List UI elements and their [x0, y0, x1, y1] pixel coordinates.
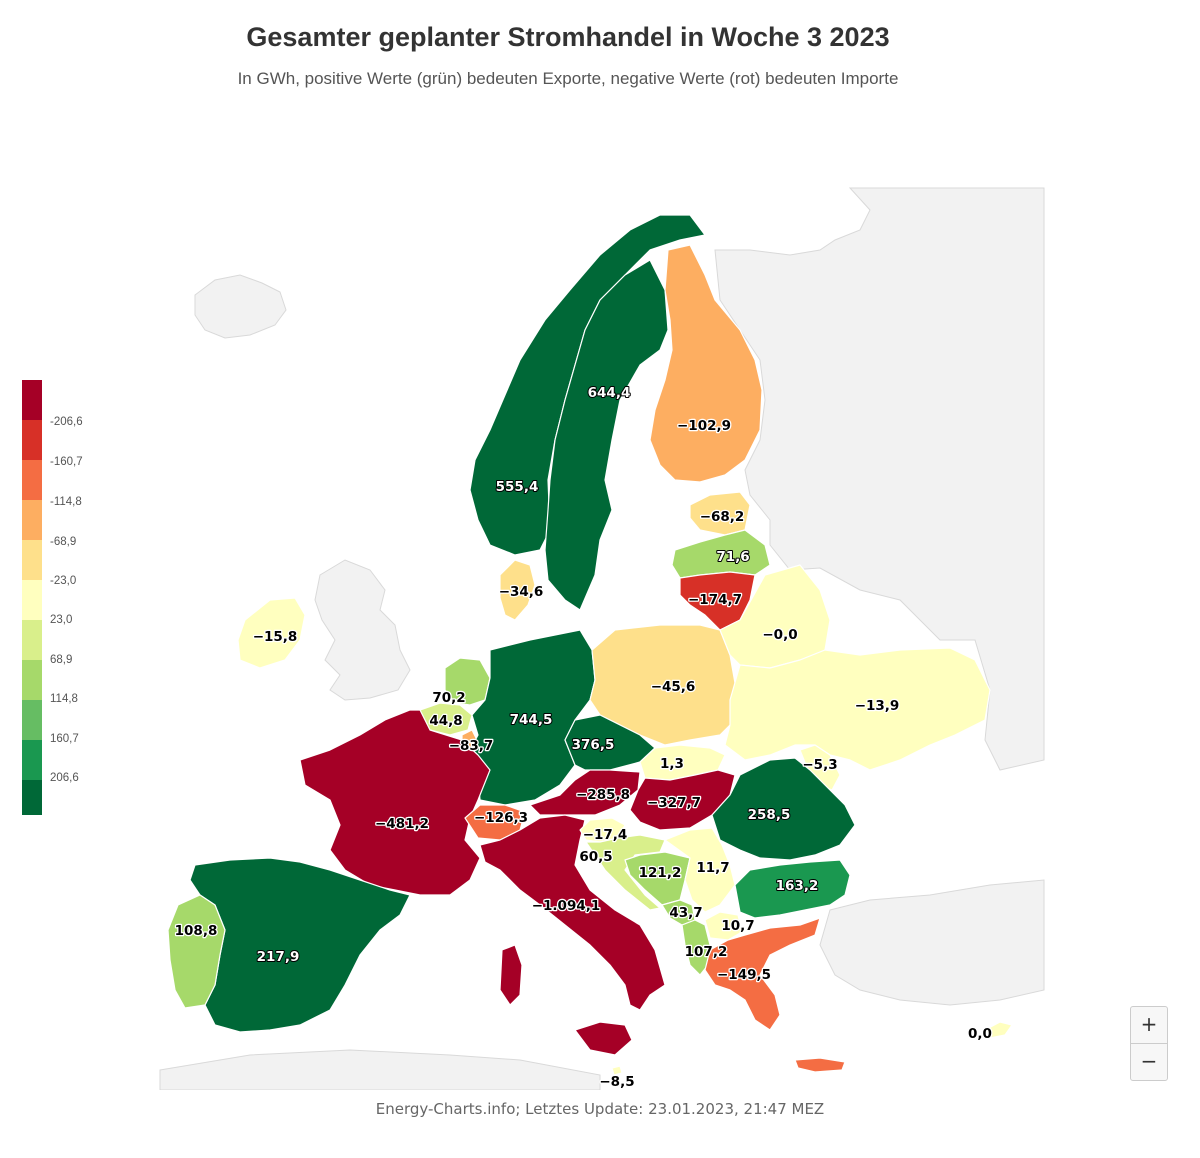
legend-swatch [22, 740, 42, 780]
legend-swatch [22, 420, 42, 460]
value-labels: 555,4 644,4 −102,9 −68,2 71,6 −174,7 −34… [173, 384, 993, 1090]
russia-land [714, 187, 1045, 771]
legend-tick: 160,7 [50, 733, 79, 745]
country-belarus[interactable] [719, 564, 831, 669]
label-belarus: −0,0 [762, 627, 797, 643]
label-spain: 217,9 [257, 949, 300, 965]
label-slovakia: 1,3 [660, 756, 684, 772]
label-bosnia: 121,2 [639, 865, 682, 881]
label-ireland: −15,8 [253, 629, 298, 645]
label-norway: 555,4 [496, 479, 539, 495]
country-poland[interactable] [589, 624, 739, 746]
label-moldova: −5,3 [802, 757, 837, 773]
country-finland[interactable] [649, 244, 763, 483]
country-germany[interactable] [469, 629, 596, 806]
legend-tick: -23,0 [50, 575, 77, 587]
legend-swatch [22, 580, 42, 620]
label-switzerland: −126,3 [474, 810, 528, 826]
country-switzerland[interactable] [464, 804, 526, 841]
zoom-out-button[interactable]: − [1130, 1043, 1168, 1081]
label-sweden: 644,4 [588, 385, 631, 401]
country-bulgaria[interactable] [734, 859, 851, 919]
legend-tick: 114,8 [50, 693, 78, 705]
turkey-land [819, 879, 1045, 1006]
country-serbia[interactable] [664, 827, 736, 913]
label-latvia: 71,6 [716, 549, 749, 565]
country-france[interactable] [299, 709, 491, 896]
label-greece: −149,5 [717, 967, 771, 983]
label-north-macedonia: 10,7 [721, 918, 754, 934]
chart-subtitle: In GWh, positive Werte (grün) bedeuten E… [237, 69, 899, 88]
legend-swatch [22, 540, 42, 580]
country-italy[interactable] [479, 814, 666, 1011]
legend-swatch [22, 620, 42, 660]
label-germany: 744,5 [510, 712, 553, 728]
country-malta[interactable] [611, 1065, 623, 1076]
legend-tick: -160,7 [50, 456, 83, 468]
map-svg[interactable]: 555,4 644,4 −102,9 −68,2 71,6 −174,7 −34… [140, 180, 1060, 1090]
label-czechia: 376,5 [572, 737, 615, 753]
label-hungary: −327,7 [647, 795, 701, 811]
country-cyprus[interactable] [984, 1021, 1013, 1039]
label-montenegro: 43,7 [669, 905, 702, 921]
color-legend: -206,6 -160,7 -114,8 -68,9 -23,0 23,0 68… [22, 380, 102, 815]
label-finland: −102,9 [677, 418, 731, 434]
country-greece-crete[interactable] [794, 1057, 846, 1073]
legend-tick: 23,0 [50, 614, 73, 626]
label-portugal: 108,8 [175, 923, 218, 939]
legend-swatch [22, 700, 42, 740]
legend-tick: -68,9 [50, 536, 77, 548]
chart-title: Gesamter geplanter Stromhandel in Woche … [246, 22, 890, 52]
label-lithuania: −174,7 [688, 592, 742, 608]
label-bulgaria: 163,2 [776, 878, 819, 894]
label-luxembourg: −83,7 [449, 738, 494, 754]
country-bosnia[interactable] [624, 851, 691, 906]
country-ireland[interactable] [237, 597, 306, 669]
country-slovenia[interactable] [579, 817, 626, 843]
country-sweden[interactable] [544, 259, 669, 611]
label-estonia: −68,2 [700, 509, 745, 525]
country-italy-sicily[interactable] [574, 1021, 633, 1056]
legend-tick: -206,6 [50, 416, 83, 428]
country-romania[interactable] [711, 757, 856, 861]
country-greece[interactable] [704, 917, 821, 1031]
label-slovenia: −17,4 [583, 827, 628, 843]
country-ukraine[interactable] [724, 647, 991, 771]
label-denmark: −34,6 [499, 584, 544, 600]
legend-swatch [22, 660, 42, 700]
label-belgium: 44,8 [429, 713, 462, 729]
great-britain-land [314, 559, 411, 701]
legend-tick: 68,9 [50, 654, 73, 666]
label-france: −481,2 [375, 816, 429, 832]
country-croatia[interactable] [585, 834, 666, 911]
legend-tick: -114,8 [50, 496, 82, 508]
label-malta: −8,5 [599, 1074, 634, 1090]
label-austria: −285,8 [576, 787, 630, 803]
credits-text: Energy-Charts.info; Letztes Update: 23.0… [375, 1100, 825, 1118]
label-serbia: 11,7 [696, 860, 729, 876]
label-cyprus: 0,0 [968, 1026, 992, 1042]
label-ukraine: −13,9 [855, 698, 900, 714]
country-portugal[interactable] [167, 894, 226, 1009]
countries-layer[interactable] [167, 214, 1013, 1076]
label-romania: 258,5 [748, 807, 791, 823]
country-latvia[interactable] [671, 529, 771, 579]
label-italy: −1.094,1 [532, 898, 601, 914]
country-denmark[interactable] [499, 559, 536, 621]
legend-tick: 206,6 [50, 772, 79, 784]
country-italy-sardinia[interactable] [499, 944, 523, 1006]
zoom-in-button[interactable]: + [1130, 1006, 1168, 1044]
north-africa-land [159, 1049, 601, 1090]
legend-swatch [22, 780, 42, 815]
label-poland: −45,6 [651, 679, 696, 695]
legend-swatch [22, 460, 42, 500]
europe-map[interactable]: 555,4 644,4 −102,9 −68,2 71,6 −174,7 −34… [140, 180, 1060, 1090]
label-croatia: 60,5 [579, 849, 612, 865]
legend-swatch [22, 500, 42, 540]
label-netherlands: 70,2 [432, 690, 465, 706]
country-north-macedonia[interactable] [704, 911, 743, 941]
legend-swatch [22, 380, 42, 420]
label-albania: 107,2 [685, 944, 728, 960]
iceland-land [194, 274, 287, 339]
